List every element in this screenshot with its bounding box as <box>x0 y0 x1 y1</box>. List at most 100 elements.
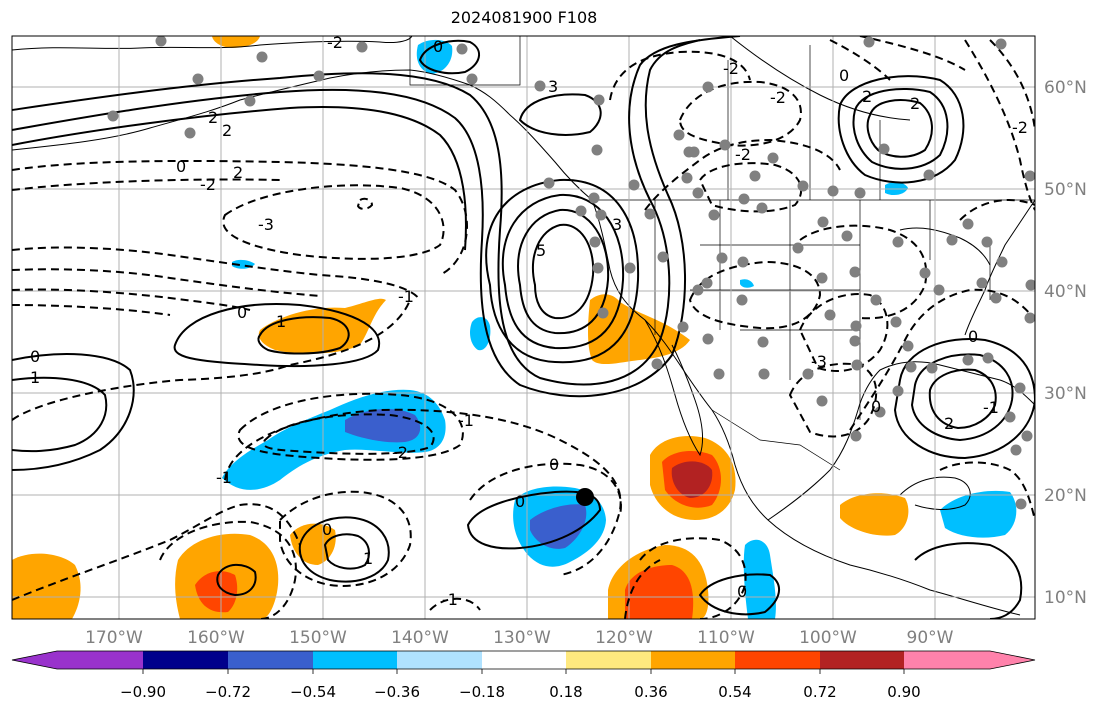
contour-label: -1 <box>458 411 474 430</box>
contour-label: -2 <box>327 33 343 52</box>
coastline-east <box>964 199 1035 336</box>
longitude-label: 120°W <box>595 628 653 648</box>
latitude-label: 60°N <box>1044 78 1087 98</box>
contour-label: -1 <box>398 287 414 306</box>
longitude-label: 90°W <box>907 628 954 648</box>
contour-label: -2 <box>723 59 739 78</box>
coastline-us-west <box>591 199 1021 616</box>
anomaly-fill <box>671 461 713 498</box>
contour-label: 0 <box>176 157 186 176</box>
colorbar-segment <box>12 651 143 669</box>
contour-label: 5 <box>536 241 546 260</box>
colorbar-tick-label: −0.54 <box>290 683 336 701</box>
anomaly-fill <box>625 565 694 619</box>
coastline-gulf <box>767 361 1035 521</box>
latitude-label: 20°N <box>1044 486 1087 506</box>
contour-label: 3 <box>612 215 622 234</box>
contour-label: 0 <box>839 66 849 85</box>
anomaly-fill <box>588 294 690 365</box>
colorbar-tick-label: −0.90 <box>120 683 166 701</box>
coastlines <box>12 36 1035 616</box>
contour-label: -1 <box>983 398 999 417</box>
contour-label: -2 <box>770 88 786 107</box>
station-markers <box>107 36 1035 510</box>
contour-label: 0 <box>30 347 40 366</box>
contour-label: -2 <box>392 443 408 462</box>
contour-label: 0 <box>515 492 525 511</box>
longitude-label: 140°W <box>391 628 449 648</box>
longitude-axis: 170°W 160°W 150°W 140°W 130°W 120°W 110°… <box>85 628 954 648</box>
anomaly-fill <box>940 490 1017 538</box>
longitude-label: 160°W <box>187 628 245 648</box>
coastline-great-lakes <box>899 227 991 266</box>
storm-center-marker <box>576 488 594 506</box>
colorbar-segment <box>820 651 904 669</box>
contour-label: 2 <box>862 87 872 106</box>
colorbar-tick-label: 0.90 <box>887 683 920 701</box>
contour-label: 1 <box>363 549 373 568</box>
coastline-alaska <box>12 69 593 201</box>
anomaly-fill <box>258 298 386 354</box>
coastline-baja <box>644 319 703 457</box>
anomaly-fill <box>530 504 587 549</box>
contour-label: 0 <box>871 397 881 416</box>
colorbar-segment <box>651 651 735 669</box>
map-title: 2024081900 F108 <box>450 8 598 27</box>
contour-label: 3 <box>548 77 558 96</box>
contour-label: 0 <box>968 327 978 346</box>
contour-label: 1 <box>276 312 286 331</box>
contour-label: 2 <box>208 108 218 127</box>
colorbar-tick-label: −0.72 <box>205 683 251 701</box>
contour-label: -2 <box>735 145 751 164</box>
anomaly-fill <box>743 539 776 619</box>
colorbar-tick-label: 0.54 <box>718 683 751 701</box>
coastline-yucatan <box>899 476 971 510</box>
colorbar-segment <box>143 651 228 669</box>
colorbar-tick-label: −0.36 <box>374 683 420 701</box>
anomaly-fill <box>740 279 754 288</box>
contour-label: 2 <box>944 414 954 433</box>
dashed-contours <box>12 36 1035 619</box>
colorbar-segment <box>228 651 313 669</box>
contour-label: 0 <box>737 582 747 601</box>
latitude-label: 10°N <box>1044 588 1087 608</box>
solid-contours <box>12 36 1035 619</box>
contour-label: -3 <box>258 215 274 234</box>
longitude-label: 110°W <box>697 628 755 648</box>
map-frame <box>11 35 1036 620</box>
latitude-label: 30°N <box>1044 384 1087 404</box>
contour-label: -2 <box>200 175 216 194</box>
contour-label: -3 <box>811 352 827 371</box>
colorbar-tick-label: 0.18 <box>549 683 582 701</box>
contour-label: 0 <box>237 303 247 322</box>
anomaly-fill <box>840 493 909 536</box>
longitude-label: 100°W <box>799 628 857 648</box>
anomaly-fill <box>12 553 81 619</box>
contour-label: 0 <box>549 455 559 474</box>
colorbar-segment <box>904 651 1035 669</box>
colorbar-segment <box>482 651 566 669</box>
longitude-label: 130°W <box>493 628 551 648</box>
contour-label: 2 <box>222 121 232 140</box>
latitude-axis: 60°N 50°N 40°N 30°N 20°N 10°N <box>1044 78 1087 608</box>
anomaly-fill <box>345 408 421 443</box>
colorbar-tick-label: −0.18 <box>459 683 505 701</box>
contour-label: 1 <box>30 368 40 387</box>
anomaly-fill <box>290 523 336 565</box>
longitude-label: 170°W <box>85 628 143 648</box>
colorbar-tick-label: 0.36 <box>634 683 667 701</box>
colorbar-segment <box>735 651 820 669</box>
colorbar-segment <box>397 651 482 669</box>
latitude-label: 50°N <box>1044 180 1087 200</box>
contour-labels: 0 -2 2 3 -2 2 0 -2 2 -3 5 3 -1 0 1 0 1 -… <box>30 33 1028 609</box>
contour-label: -1 <box>216 468 232 487</box>
coastline-hudson <box>729 36 911 121</box>
latitude-label: 40°N <box>1044 282 1087 302</box>
colorbar-tick-label: 0.72 <box>803 683 836 701</box>
colorbar: −0.90 −0.72 −0.54 −0.36 −0.18 0.18 0.36 … <box>11 650 1036 701</box>
contour-label: -2 <box>1012 118 1028 137</box>
colorbar-segment <box>566 651 651 669</box>
colorbar-segment <box>313 651 397 669</box>
contour-label: 2 <box>233 163 243 182</box>
